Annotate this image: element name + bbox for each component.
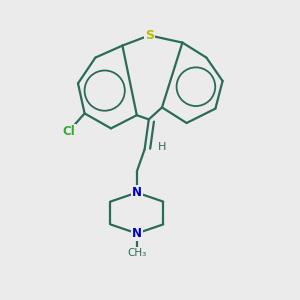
Text: CH₃: CH₃ — [127, 248, 146, 258]
Text: N: N — [132, 227, 142, 240]
Text: S: S — [145, 29, 154, 42]
Text: H: H — [158, 142, 166, 152]
Text: Cl: Cl — [62, 125, 75, 138]
Text: N: N — [132, 186, 142, 199]
